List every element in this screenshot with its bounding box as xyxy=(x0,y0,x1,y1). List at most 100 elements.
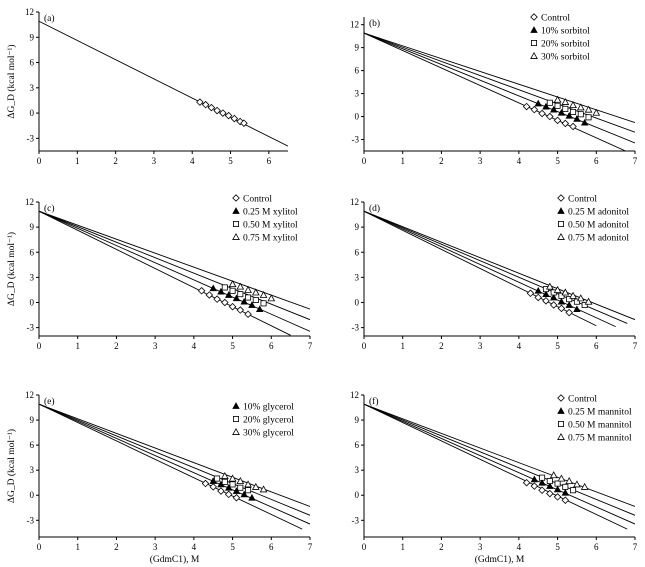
data-point xyxy=(255,305,264,313)
legend-marker xyxy=(557,194,565,202)
x-tick-label: 7 xyxy=(308,341,313,351)
data-point xyxy=(561,496,570,505)
y-tick-label: -3 xyxy=(352,515,360,525)
series-markers xyxy=(542,286,588,309)
data-point xyxy=(232,294,241,302)
data-point xyxy=(592,108,601,116)
y-axis-label: ΔG_D (kcal mol⁻¹) xyxy=(6,44,17,118)
y-tick-label: 0 xyxy=(30,298,35,308)
data-point xyxy=(576,294,585,302)
legend-marker xyxy=(232,220,239,227)
data-point xyxy=(230,114,239,123)
data-point xyxy=(245,487,252,494)
data-point xyxy=(209,483,217,491)
y-axis-label: ΔG_D (kcal mol⁻¹) xyxy=(6,429,17,503)
data-point xyxy=(565,308,573,317)
legend-label: 0.50 M adonitol xyxy=(568,221,629,231)
data-point xyxy=(221,284,228,291)
legend-label: 10% sorbitol xyxy=(541,27,590,37)
y-tick-label: 12 xyxy=(350,390,359,400)
legend-label: 0.75 M xylitol xyxy=(243,234,298,244)
data-point xyxy=(581,302,588,309)
series-markers xyxy=(201,479,241,502)
x-tick-label: 0 xyxy=(37,341,42,351)
data-point xyxy=(562,105,569,112)
legend-label: 0.75 M adonitol xyxy=(568,234,629,244)
y-tick-label: 6 xyxy=(30,58,35,68)
legend-marker xyxy=(232,232,240,240)
y-tick-label: 9 xyxy=(30,32,35,42)
y-tick-label: 9 xyxy=(355,222,360,232)
legend-marker xyxy=(530,26,538,33)
data-point xyxy=(561,119,570,128)
legend: 10% glycerol 20% glycerol 30% glycerol xyxy=(232,402,294,439)
data-point xyxy=(569,291,577,299)
data-point xyxy=(252,296,259,303)
legend: Control 0.25 M xylitol 0.50 M xylitol 0.75 … xyxy=(232,194,298,244)
x-tick-label: 6 xyxy=(594,156,599,166)
y-tick-label: -3 xyxy=(27,515,35,525)
series-line xyxy=(39,210,310,332)
y-axis-label: ΔG_D (kcal mol⁻¹) xyxy=(6,232,17,306)
legend-marker xyxy=(232,415,239,422)
data-point xyxy=(561,288,570,296)
series-markers xyxy=(534,286,581,313)
series-markers xyxy=(522,478,570,505)
x-tick-label: 1 xyxy=(400,542,405,552)
legend-marker xyxy=(557,432,565,440)
x-tick-label: 0 xyxy=(37,156,42,166)
data-point xyxy=(570,108,577,115)
data-point xyxy=(545,282,554,290)
y-tick-label: 12 xyxy=(25,7,34,17)
y-tick-label: 3 xyxy=(30,272,35,282)
legend-marker xyxy=(232,194,240,202)
x-tick-label: 2 xyxy=(439,542,444,552)
data-point xyxy=(207,103,216,112)
data-point xyxy=(557,474,566,482)
x-tick-label: 1 xyxy=(75,542,80,552)
data-point xyxy=(553,95,562,103)
data-point xyxy=(259,290,268,298)
data-point xyxy=(237,484,244,491)
data-point xyxy=(224,291,233,298)
data-point xyxy=(546,99,553,106)
data-point xyxy=(530,475,539,483)
x-tick-label: 5 xyxy=(555,341,560,351)
data-point xyxy=(248,301,256,308)
x-tick-label: 4 xyxy=(192,341,197,351)
data-point xyxy=(251,482,260,490)
legend-marker xyxy=(232,402,240,409)
legend-label: 0.25 M mannitol xyxy=(568,408,632,418)
x-tick-label: 5 xyxy=(230,542,235,552)
y-tick-label: 3 xyxy=(30,465,35,475)
data-point xyxy=(573,305,581,313)
series-line xyxy=(364,32,635,133)
data-point xyxy=(534,286,542,294)
legend-label: 0.50 M mannitol xyxy=(568,421,632,431)
series-line xyxy=(39,210,310,310)
data-point xyxy=(553,493,562,501)
y-tick-label: 6 xyxy=(355,66,360,76)
data-point xyxy=(542,290,550,297)
x-tick-label: 4 xyxy=(517,156,522,166)
y-tick-label: 3 xyxy=(30,83,35,93)
data-point xyxy=(236,306,245,314)
series-line xyxy=(364,210,616,328)
data-point xyxy=(573,298,580,305)
data-point xyxy=(580,482,589,490)
legend-label: 10% glycerol xyxy=(243,403,294,413)
x-tick-label: 6 xyxy=(269,341,274,351)
y-tick-label: 6 xyxy=(355,440,360,450)
x-tick-label: 3 xyxy=(478,341,483,351)
data-point xyxy=(217,287,225,295)
x-tick-label: 2 xyxy=(113,156,118,166)
data-point xyxy=(522,102,531,111)
data-point xyxy=(196,98,204,106)
data-point xyxy=(566,296,573,303)
data-point xyxy=(237,291,244,298)
data-point xyxy=(542,297,550,305)
